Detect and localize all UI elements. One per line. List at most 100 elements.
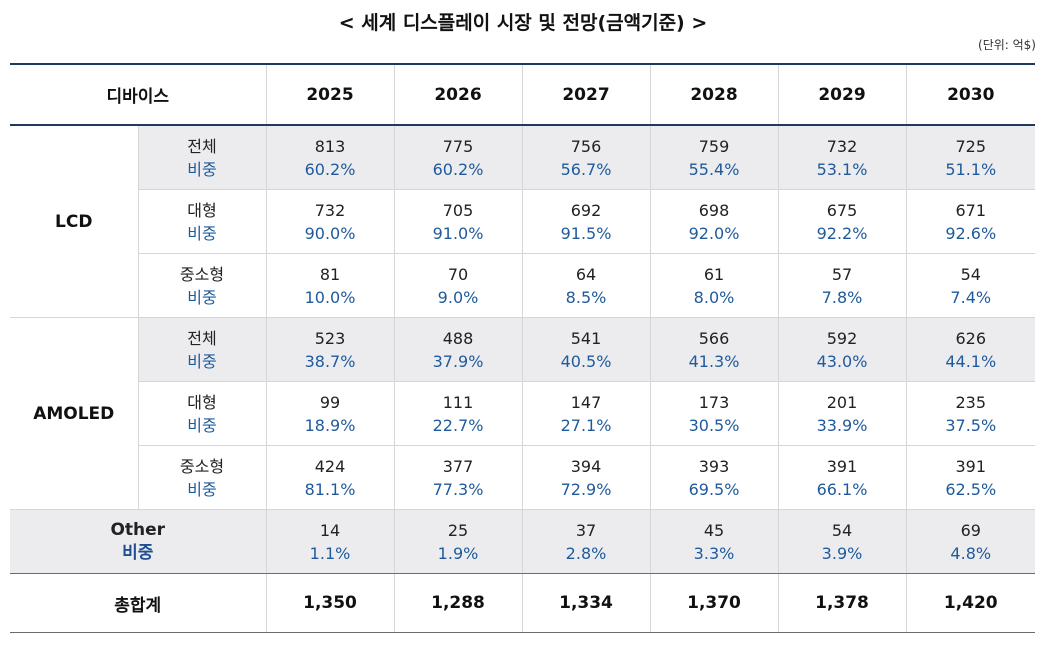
table-row: 중소형 비중 424 81.1% 377 77.3% 394 72.9% 393 69.5% 391… [10, 445, 1035, 510]
share-text: 22.7% [432, 415, 484, 435]
value-text: 759 [698, 136, 730, 156]
share-text: 비중 [187, 159, 217, 179]
value-cell: 813 60.2% [265, 125, 394, 190]
value-text: 중소형 [179, 264, 225, 284]
year-header: 2025 [265, 63, 394, 126]
value-text: 54 [831, 520, 853, 540]
unit-note: (단위: 억$) [978, 38, 1036, 52]
value-text: 57 [831, 264, 853, 284]
share-text: 비중 [187, 223, 217, 243]
value-text: 698 [698, 200, 730, 220]
share-text: 10.0% [304, 287, 356, 307]
value-text: 732 [826, 136, 858, 156]
table-row: 중소형 비중 81 10.0% 70 9.0% 64 8.5% 61 8.0% 57 7.8% 54 7.… [10, 253, 1035, 318]
value-text: 391 [826, 456, 858, 476]
share-text: 27.1% [560, 415, 612, 435]
share-text: 69.5% [688, 479, 740, 499]
value-cell: 54 3.9% [777, 509, 906, 574]
table-row: LCD 전체 비중 813 60.2% 775 60.2% 756 56.7% 759 55.4% 7… [10, 125, 1035, 318]
value-text: 대형 [187, 200, 217, 220]
value-cell: 54 7.4% [905, 253, 1035, 318]
value-text: 전체 [187, 328, 217, 348]
value-text: 626 [955, 328, 987, 348]
value-text: 전체 [187, 136, 217, 156]
value-text: 70 [447, 264, 469, 284]
share-text: 51.1% [945, 159, 997, 179]
share-text: 43.0% [816, 351, 868, 371]
value-text: 111 [442, 392, 474, 412]
value-cell: 70 9.0% [393, 253, 522, 318]
value-cell: 201 33.9% [777, 381, 906, 446]
share-text: 91.5% [560, 223, 612, 243]
share-text: 7.8% [821, 287, 863, 307]
share-text: 3.9% [821, 543, 863, 563]
value-cell: 14 1.1% [265, 509, 394, 574]
share-text: 7.4% [950, 287, 992, 307]
value-text: 81 [319, 264, 341, 284]
value-cell: 37 2.8% [521, 509, 650, 574]
value-cell: 759 55.4% [649, 125, 778, 190]
table-row: AMOLED 전체 비중 523 38.7% 488 37.9% 541 40.5% 566 41.… [10, 317, 1035, 510]
share-text: 비중 [187, 415, 217, 435]
value-cell: 61 8.0% [649, 253, 778, 318]
value-text: Other [110, 519, 166, 540]
value-cell: 775 60.2% [393, 125, 522, 190]
share-text: 9.0% [437, 287, 479, 307]
value-text: 424 [314, 456, 346, 476]
share-text: 60.2% [304, 159, 356, 179]
share-text: 37.9% [432, 351, 484, 371]
value-cell: 111 22.7% [393, 381, 522, 446]
share-text: 38.7% [304, 351, 356, 371]
value-cell: 173 30.5% [649, 381, 778, 446]
share-text: 8.5% [565, 287, 607, 307]
table-row: 대형 비중 99 18.9% 111 22.7% 147 27.1% 173 30.5% 201 33… [10, 381, 1035, 446]
page-title: < 세계 디스플레이 시장 및 전망(금액기준) > [338, 12, 708, 34]
share-text: 1.1% [309, 543, 351, 563]
value-text: 99 [319, 392, 341, 412]
value-text: 592 [826, 328, 858, 348]
share-text: 55.4% [688, 159, 740, 179]
value-text: 671 [955, 200, 987, 220]
year-header: 2030 [905, 63, 1035, 126]
value-text: 69 [960, 520, 981, 540]
value-cell: 45 3.3% [649, 509, 778, 574]
value-cell: 147 27.1% [521, 381, 650, 446]
value-cell: 391 62.5% [905, 445, 1035, 510]
value-text: 173 [698, 392, 730, 412]
value-text: 54 [960, 264, 981, 284]
total-value: 1,370 [649, 573, 778, 633]
share-text: 92.2% [816, 223, 868, 243]
value-text: 756 [570, 136, 602, 156]
value-cell: 64 8.5% [521, 253, 650, 318]
value-text: 725 [955, 136, 987, 156]
value-cell: 393 69.5% [649, 445, 778, 510]
value-text: 64 [575, 264, 597, 284]
share-text: 비중 [187, 351, 217, 371]
year-header: 2028 [649, 63, 778, 126]
value-text: 61 [703, 264, 725, 284]
table-row: 대형 비중 732 90.0% 705 91.0% 692 91.5% 698 92.0% 675 9… [10, 189, 1035, 254]
value-text: 813 [314, 136, 346, 156]
value-text: 45 [703, 520, 725, 540]
value-cell: 698 92.0% [649, 189, 778, 254]
value-cell: 671 92.6% [905, 189, 1035, 254]
share-text: 30.5% [688, 415, 740, 435]
value-text: 147 [570, 392, 602, 412]
total-value: 1,288 [393, 573, 522, 633]
value-cell: 81 10.0% [265, 253, 394, 318]
share-text: 90.0% [304, 223, 356, 243]
value-text: 705 [442, 200, 474, 220]
device-header: 디바이스 [10, 63, 266, 126]
sub-label-cell: 중소형 비중 [137, 253, 266, 318]
value-text: 566 [698, 328, 730, 348]
value-text: 37 [575, 520, 597, 540]
value-cell: 424 81.1% [265, 445, 394, 510]
share-text: 92.0% [688, 223, 740, 243]
share-text: 44.1% [945, 351, 997, 371]
value-text: 235 [955, 392, 987, 412]
share-text: 40.5% [560, 351, 612, 371]
value-text: 201 [826, 392, 858, 412]
value-cell: 391 66.1% [777, 445, 906, 510]
